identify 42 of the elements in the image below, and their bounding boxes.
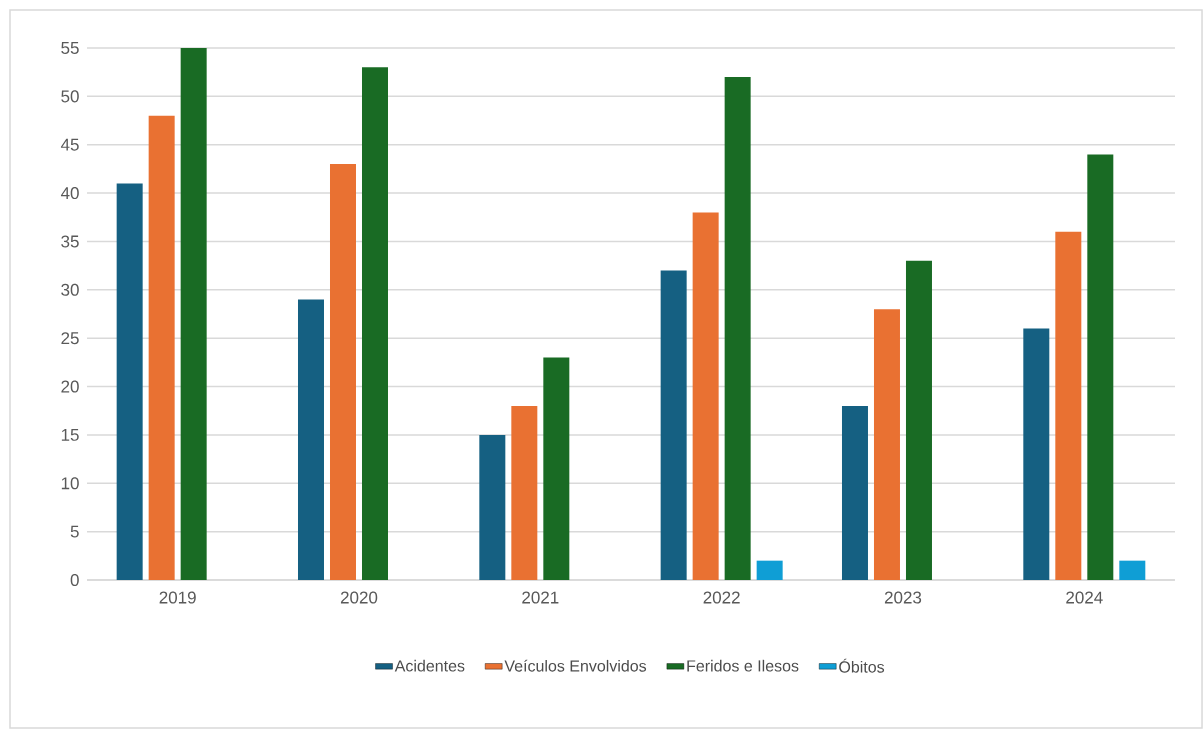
bar [1087,154,1114,580]
y-tick-label: 50 [61,90,79,103]
bar [1055,231,1082,580]
bar [1119,560,1146,580]
y-tick-label: 5 [70,525,79,538]
y-tick-label: 45 [60,138,79,151]
bar [724,77,751,580]
bar [660,270,687,580]
y-tick-label: 30 [61,283,79,296]
x-tick-label: 2023 [884,591,922,604]
legend-label: Óbitos [839,658,885,673]
y-tick-label: 40 [60,187,79,200]
y-tick-label: 15 [61,428,79,441]
y-tick-label: 55 [61,42,79,54]
bar [905,260,932,580]
bar [1023,328,1050,580]
bar [148,115,175,580]
legend-label: Acidentes [394,659,465,672]
bar [297,299,324,580]
y-tick-label: 35 [61,235,79,248]
legend-label: Veículos Envolvidos [504,659,647,672]
legend-label: Feridos e Ilesos [687,659,799,672]
x-tick-label: 2022 [703,591,740,604]
bar [479,434,506,580]
y-tick-label: 10 [61,477,79,490]
bar [692,212,719,580]
bar [543,357,570,580]
bar [841,405,868,580]
y-tick-label: 0 [70,573,79,587]
bar [116,183,143,580]
x-tick-label: 2019 [159,591,196,604]
bar [361,67,388,580]
x-tick-label: 2020 [340,591,378,604]
bar [329,164,356,580]
x-tick-label: 2021 [522,591,559,604]
x-tick-label: 2024 [1066,591,1103,604]
bar [180,48,207,580]
bar [756,560,783,580]
y-tick-label: 25 [61,332,79,345]
y-tick-label: 20 [61,380,79,393]
bar [511,405,538,580]
bar [873,309,900,580]
